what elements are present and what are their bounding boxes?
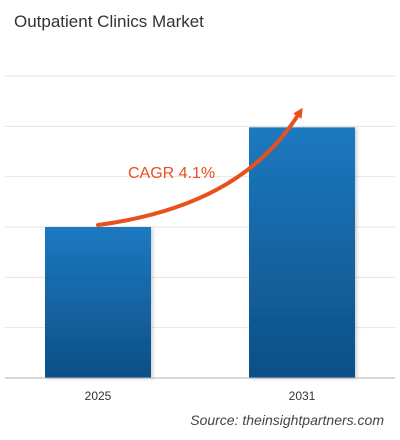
x-tick-label: 2031 <box>289 389 316 403</box>
bar-2031 <box>249 127 355 378</box>
bar-2025 <box>45 227 151 378</box>
cagr-label: CAGR 4.1% <box>128 165 215 182</box>
bars <box>45 127 355 378</box>
chart-title: Outpatient Clinics Market <box>14 12 204 31</box>
x-tick-label: 2025 <box>85 389 112 403</box>
x-tick-labels: 2025 2031 <box>85 389 316 403</box>
source-note: Source: theinsightpartners.com <box>190 412 384 428</box>
cagr-arrow <box>96 107 303 227</box>
